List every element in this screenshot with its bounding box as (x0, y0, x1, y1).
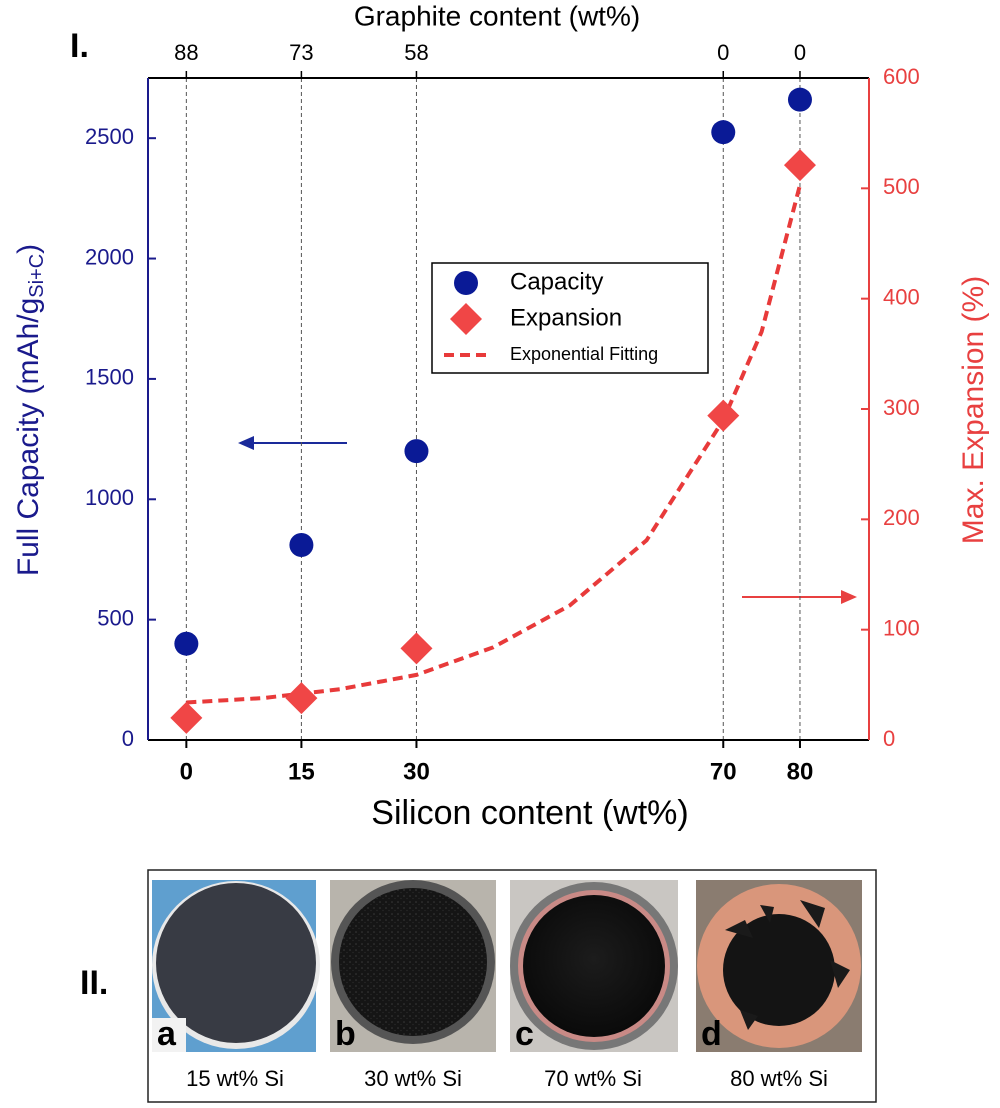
capacity-point (289, 533, 314, 558)
x2-axis-title: Graphite content (wt%) (354, 0, 640, 31)
expansion-point (285, 682, 318, 715)
photo-letter: c (515, 1015, 534, 1053)
x2-tick-label: 58 (404, 40, 428, 65)
y2-tick-label: 200 (883, 505, 920, 530)
y-axis-title-end: ) (12, 244, 45, 254)
photo-d (696, 880, 862, 1052)
photo-b (330, 880, 496, 1052)
x2-tick-label: 0 (794, 40, 806, 65)
y-tick-label: 2500 (85, 124, 134, 149)
x-tick-label: 0 (180, 758, 193, 785)
x-axis-title: Silicon content (wt%) (371, 794, 688, 832)
panel-label: II. (80, 964, 108, 1002)
photo-frame (147, 869, 877, 1103)
y-tick-label: 1000 (85, 485, 134, 510)
photo-letter: a (157, 1015, 177, 1053)
expansion-point (783, 149, 816, 182)
legend-marker (454, 271, 478, 295)
y2-tick-label: 300 (883, 395, 920, 420)
capacity-point (174, 631, 199, 656)
y-axis-title-sub: Si+C (26, 254, 48, 298)
x-tick-label: 70 (710, 758, 737, 785)
panel-label: I. (70, 27, 89, 65)
photo-caption: 30 wt% Si (364, 1066, 462, 1091)
y2-axis-title: Max. Expansion (%) (957, 276, 990, 544)
y2-tick-label: 0 (883, 726, 895, 751)
x2-tick-label: 88 (174, 40, 198, 65)
x2-tick-label: 0 (717, 40, 729, 65)
legend-label: Capacity (510, 268, 603, 295)
y-axis-title-main: Full Capacity (mAh/g (12, 298, 45, 576)
x-tick-label: 15 (288, 758, 315, 785)
photo-letter-box (152, 1018, 186, 1052)
y-tick-label: 500 (97, 605, 134, 630)
photo-c (510, 880, 678, 1052)
y-axis-title: Full Capacity (mAh/gSi+C) (12, 244, 48, 576)
y-tick-label: 0 (122, 726, 134, 751)
photo-caption: 70 wt% Si (544, 1066, 642, 1091)
photo-caption: 80 wt% Si (730, 1066, 828, 1091)
photo-letter: b (335, 1015, 356, 1053)
y2-tick-label: 400 (883, 284, 920, 309)
legend: Capacity Expansion Exponential Fitting (431, 262, 709, 374)
y-tick-label: 1500 (85, 365, 134, 390)
expansion-point (170, 701, 203, 734)
x2-tick-label: 73 (289, 40, 313, 65)
expansion-point (400, 632, 433, 665)
expansion-arrow (742, 590, 857, 604)
y2-tick-label: 100 (883, 615, 920, 640)
y2-tick-label: 500 (883, 174, 920, 199)
legend-label: Exponential Fitting (510, 344, 658, 364)
capacity-point (404, 439, 429, 464)
x-tick-label: 30 (403, 758, 430, 785)
photo-letter: d (701, 1015, 722, 1053)
capacity-point (787, 87, 812, 112)
legend-marker (450, 303, 482, 335)
photo-caption: 15 wt% Si (186, 1066, 284, 1091)
y2-tick-label: 600 (883, 64, 920, 89)
expansion-point (707, 399, 740, 432)
x-tick-label: 80 (787, 758, 814, 785)
legend-label: Expansion (510, 304, 622, 331)
capacity-point (711, 120, 736, 145)
y-tick-label: 2000 (85, 244, 134, 269)
capacity-arrow (238, 436, 347, 450)
